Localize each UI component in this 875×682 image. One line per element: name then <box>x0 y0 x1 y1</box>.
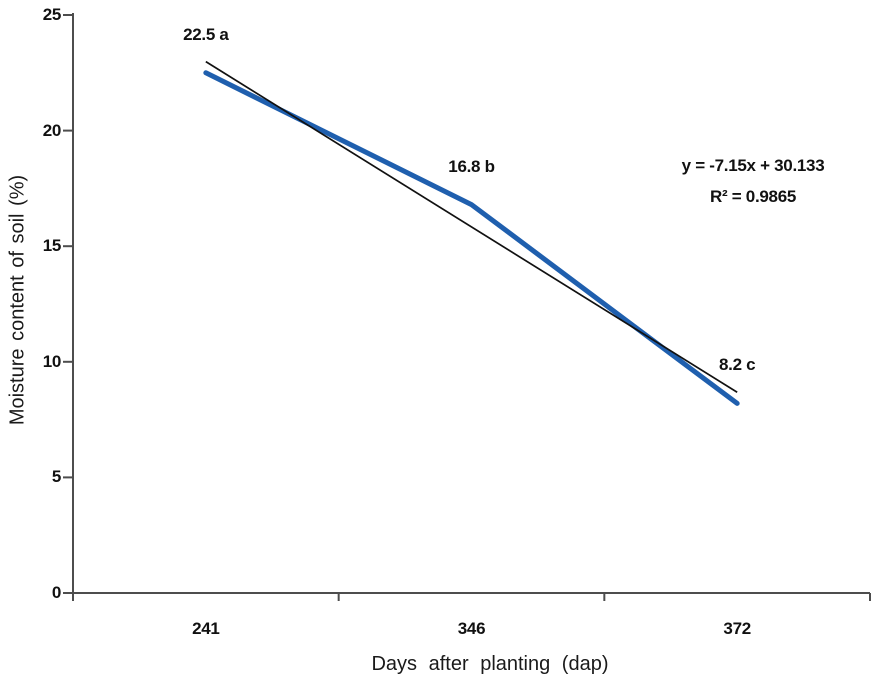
series-point-label: 8.2 c <box>719 355 756 375</box>
x-tick-label: 372 <box>723 619 751 638</box>
x-tick-label: 346 <box>457 619 486 638</box>
trendline <box>205 60 738 393</box>
trendline-r-squared: R² = 0.9865 <box>709 187 797 206</box>
y-tick-label: 5 <box>51 467 61 487</box>
y-tick-label: 20 <box>42 120 62 140</box>
x-tick-label: 241 <box>192 619 220 638</box>
y-tick-label: 0 <box>51 583 61 602</box>
trendline-annotation: y = -7.15x + 30.133 R² = 0.9865 <box>682 150 825 212</box>
x-axis-title: Days after planting (dap) <box>371 653 609 675</box>
y-tick-label: 25 <box>42 5 62 24</box>
y-tick-label: 15 <box>42 236 62 256</box>
y-axis-title: Moisture content of soil (%) <box>6 174 29 426</box>
series-point-label: 22.5 a <box>183 24 229 44</box>
moisture-series-line <box>203 70 740 406</box>
y-tick-label: 10 <box>42 351 62 371</box>
series-point-label: 16.8 b <box>448 156 495 176</box>
trendline-equation: y = -7.15x + 30.133 <box>681 156 825 175</box>
